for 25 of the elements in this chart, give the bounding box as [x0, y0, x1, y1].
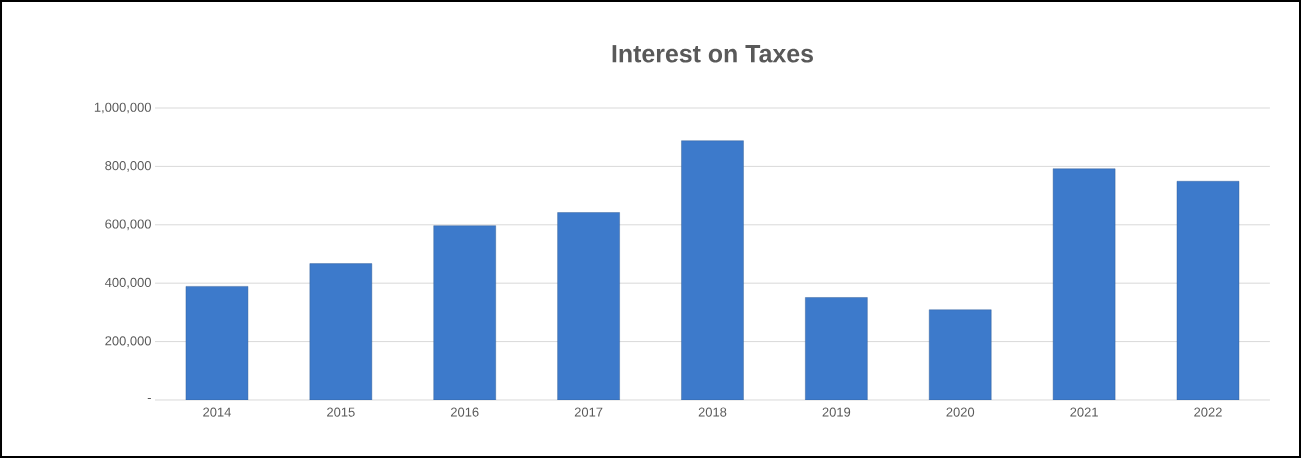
- bar: [1176, 181, 1240, 400]
- x-tick-label: 2015: [327, 407, 355, 417]
- x-tick-label: 2019: [822, 407, 851, 417]
- y-tick-label: 200,000: [105, 336, 151, 347]
- bar: [805, 297, 868, 400]
- y-tick-label: 800,000: [105, 161, 151, 172]
- y-tick-label: 1,000,000: [94, 102, 151, 114]
- bar: [433, 225, 496, 400]
- y-tick-label: -: [147, 398, 151, 400]
- y-tick-label: 600,000: [105, 219, 151, 231]
- x-tick-label: 2022: [1194, 407, 1222, 417]
- x-tick-label: 2014: [203, 407, 231, 417]
- bar: [309, 263, 373, 400]
- x-tick-label: 2021: [1070, 407, 1098, 417]
- x-tick-label: 2020: [946, 407, 975, 417]
- bar: [1052, 168, 1116, 400]
- x-tick-label: 2018: [698, 407, 727, 417]
- bar: [681, 140, 744, 400]
- chart-title: Interest on Taxes: [612, 45, 813, 63]
- bar: [557, 212, 620, 400]
- x-tick-label: 2016: [450, 407, 479, 417]
- y-tick-label: 400,000: [104, 277, 151, 289]
- bar: [929, 309, 992, 400]
- x-tick-label: 2017: [574, 407, 603, 417]
- bar: [185, 286, 249, 400]
